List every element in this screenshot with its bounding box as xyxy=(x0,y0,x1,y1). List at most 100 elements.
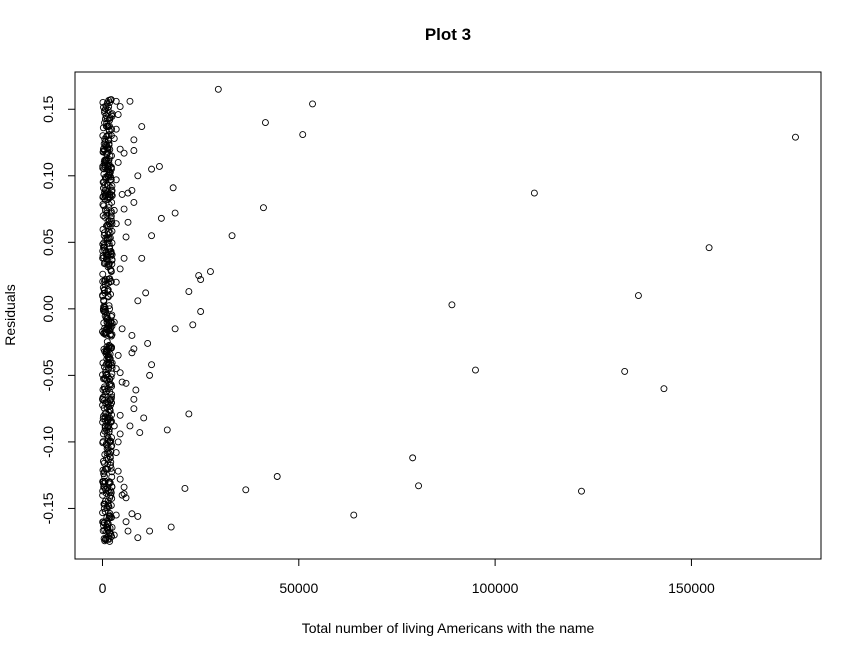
data-point xyxy=(105,204,113,212)
data-point xyxy=(103,417,111,425)
data-point xyxy=(242,486,250,494)
data-point xyxy=(140,414,148,422)
data-point xyxy=(197,276,205,284)
data-point xyxy=(101,161,109,169)
data-point xyxy=(112,365,120,373)
data-point xyxy=(105,354,113,362)
data-point xyxy=(128,349,136,357)
data-point xyxy=(104,231,112,239)
data-point xyxy=(112,511,120,519)
data-point xyxy=(116,411,124,419)
data-point xyxy=(99,162,107,170)
data-point xyxy=(128,510,136,518)
x-axis-label: Total number of living Americans with th… xyxy=(302,620,595,636)
data-point xyxy=(214,85,222,93)
data-point xyxy=(102,222,110,230)
data-point xyxy=(101,107,108,115)
data-point xyxy=(105,248,113,256)
data-point xyxy=(792,133,799,141)
data-point xyxy=(99,487,107,495)
data-point xyxy=(108,344,115,352)
data-point xyxy=(124,527,132,535)
data-point xyxy=(163,426,171,434)
data-point xyxy=(116,145,124,153)
data-point xyxy=(105,140,113,148)
data-point xyxy=(104,448,112,456)
data-point xyxy=(167,523,175,531)
data-point xyxy=(148,232,156,240)
data-point xyxy=(148,361,156,369)
data-point xyxy=(132,386,140,394)
data-point xyxy=(100,472,108,480)
data-point xyxy=(108,383,116,390)
data-point xyxy=(100,239,108,247)
data-point xyxy=(189,321,197,329)
data-point xyxy=(146,371,154,379)
data-point xyxy=(195,272,203,280)
data-point xyxy=(107,96,115,103)
x-tick-label: 50000 xyxy=(279,580,318,596)
data-point xyxy=(134,512,142,520)
data-point xyxy=(103,221,111,229)
data-point xyxy=(634,292,642,299)
data-point xyxy=(105,326,113,333)
data-point xyxy=(207,268,214,276)
data-point xyxy=(104,351,112,359)
data-point xyxy=(128,332,136,339)
data-point xyxy=(106,537,114,545)
data-point xyxy=(155,163,163,170)
data-point xyxy=(100,296,108,304)
data-point xyxy=(116,430,124,438)
data-point xyxy=(112,220,120,228)
data-point xyxy=(136,429,144,437)
data-point xyxy=(99,509,107,517)
data-point xyxy=(122,233,130,241)
data-point xyxy=(107,458,115,466)
data-point xyxy=(116,475,124,483)
data-point xyxy=(621,367,629,375)
data-point xyxy=(102,105,110,113)
data-point xyxy=(112,125,120,133)
data-point xyxy=(472,366,479,374)
data-point xyxy=(107,165,115,173)
data-point xyxy=(104,252,112,260)
data-point xyxy=(100,170,108,178)
data-point xyxy=(106,122,113,130)
data-point xyxy=(112,449,120,456)
data-point xyxy=(114,467,122,475)
data-point xyxy=(100,375,108,383)
data-point xyxy=(116,265,124,273)
y-tick-label: 0.15 xyxy=(40,95,56,122)
data-point xyxy=(116,369,124,377)
data-point xyxy=(99,240,107,248)
data-point xyxy=(116,103,124,111)
data-point xyxy=(120,149,128,157)
data-point xyxy=(660,385,668,393)
data-point xyxy=(100,244,108,251)
data-point xyxy=(99,270,107,278)
data-point xyxy=(120,490,128,498)
data-point xyxy=(99,386,107,394)
data-point xyxy=(103,387,110,395)
data-point xyxy=(118,190,126,198)
data-point xyxy=(107,212,115,220)
data-point xyxy=(103,504,111,512)
data-point xyxy=(261,119,269,127)
data-point xyxy=(118,325,126,333)
data-point xyxy=(114,159,122,166)
y-tick-label: 0.10 xyxy=(40,162,56,189)
data-point xyxy=(104,286,112,294)
data-point xyxy=(108,473,116,481)
data-point xyxy=(122,518,130,526)
y-axis-label: Residuals xyxy=(2,284,18,345)
x-tick-label: 100000 xyxy=(472,580,519,596)
data-point xyxy=(103,432,111,440)
data-point xyxy=(100,158,108,166)
data-point xyxy=(99,439,107,447)
data-point xyxy=(578,487,585,495)
data-point xyxy=(415,482,422,490)
data-point xyxy=(99,98,107,106)
data-point xyxy=(228,232,236,240)
data-point xyxy=(108,495,116,502)
data-point xyxy=(108,112,116,120)
